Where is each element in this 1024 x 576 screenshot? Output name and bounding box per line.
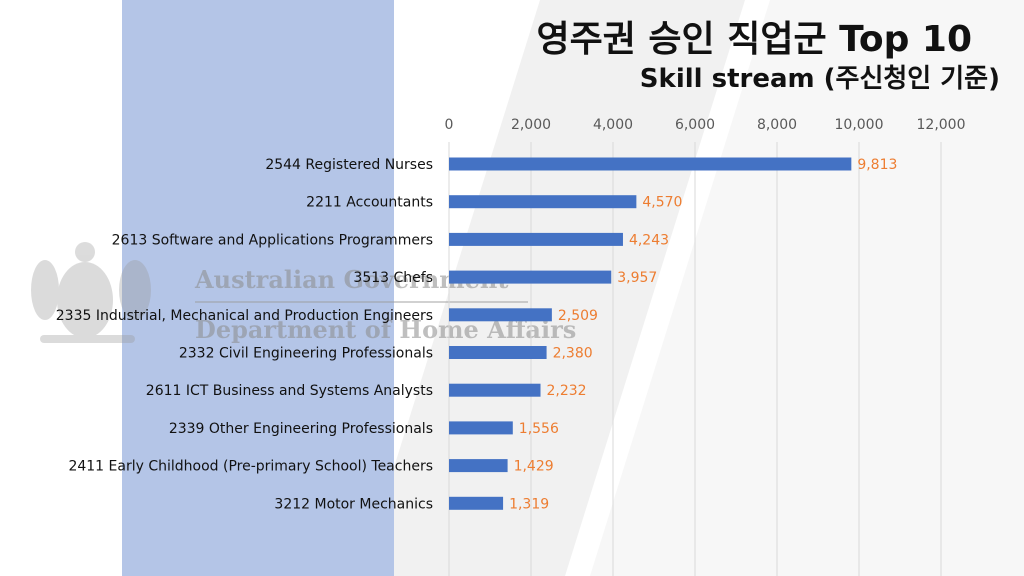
- value-label: 2,380: [553, 346, 593, 362]
- value-label: 2,509: [558, 308, 598, 324]
- category-label: 2335 Industrial, Mechanical and Producti…: [56, 308, 433, 324]
- bars: [449, 157, 852, 510]
- x-tick-label: 12,000: [917, 117, 966, 133]
- right-panel: [590, 0, 1024, 576]
- value-labels: 9,813 4,570 4,243 3,957 2,509 2,380 2,232 1,556…: [509, 157, 897, 512]
- x-tick-label: 8,000: [757, 117, 797, 133]
- bar: [449, 496, 504, 510]
- bar: [449, 346, 547, 359]
- value-label: 3,957: [617, 270, 657, 286]
- category-label: 2411 Early Childhood (Pre-primary School…: [68, 459, 433, 475]
- x-tick-label: 4,000: [593, 117, 633, 133]
- category-label: 2332 Civil Engineering Professionals: [179, 346, 433, 362]
- bar: [449, 195, 637, 209]
- left-blue-band: [122, 0, 394, 576]
- x-tick-label: 6,000: [675, 117, 715, 133]
- value-label: 4,570: [642, 195, 682, 211]
- value-label: 1,556: [519, 421, 559, 437]
- category-label: 2613 Software and Applications Programme…: [112, 232, 433, 248]
- category-label: 2339 Other Engineering Professionals: [169, 421, 433, 437]
- value-label: 9,813: [857, 157, 897, 173]
- category-labels: 2544 Registered Nurses 2211 Accountants 26…: [56, 157, 433, 512]
- coat-of-arms-icon: [31, 242, 151, 343]
- page-title: 영주권 승인 직업군 Top 10: [536, 19, 972, 60]
- value-label: 2,232: [547, 383, 587, 399]
- bar: [449, 421, 513, 435]
- category-label: 2611 ICT Business and Systems Analysts: [146, 383, 433, 399]
- x-axis-ticks: 0 2,000 4,000 6,000 8,000 10,000 12,000: [445, 117, 966, 133]
- category-label: 3212 Motor Mechanics: [274, 496, 433, 512]
- bar: [449, 308, 552, 322]
- x-tick-label: 2,000: [511, 117, 551, 133]
- bar: [449, 459, 508, 473]
- value-label: 4,243: [629, 232, 669, 248]
- category-label: 2211 Accountants: [306, 195, 433, 211]
- bar: [449, 157, 852, 171]
- value-label: 1,429: [514, 459, 554, 475]
- category-label: 2544 Registered Nurses: [265, 157, 433, 173]
- x-tick-label: 10,000: [835, 117, 884, 133]
- bar: [449, 383, 541, 397]
- value-label: 1,319: [509, 496, 549, 512]
- bar: [449, 270, 612, 284]
- bar: [449, 232, 623, 246]
- page-subtitle: Skill stream (주신청인 기준): [639, 64, 1000, 94]
- category-label: 3513 Chefs: [353, 270, 433, 286]
- x-tick-label: 0: [445, 117, 454, 133]
